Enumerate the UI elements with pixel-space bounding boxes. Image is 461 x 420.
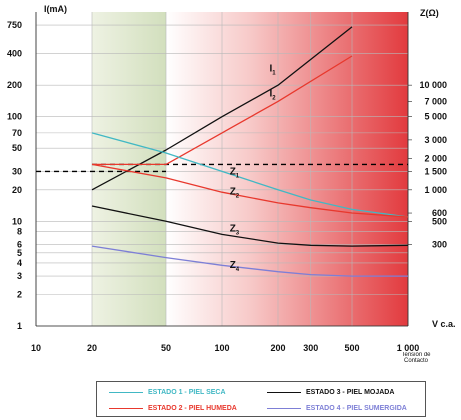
- series-line-i1: [91, 26, 353, 191]
- y-left-axis-label: I(mA): [44, 4, 67, 14]
- y-left-tick-label-6: 8: [17, 226, 22, 236]
- y-right-tick-label-3: 1 000: [424, 185, 447, 195]
- x-tick-label-5: 300: [303, 343, 318, 353]
- series-line-z4: [91, 245, 408, 277]
- x-tick-label-6: 500: [344, 343, 359, 353]
- zone-green: [91, 12, 167, 326]
- x-tick-label-2: 50: [161, 343, 171, 353]
- y-left-tick-label-12: 100: [7, 112, 22, 122]
- y-left-tick-label-5: 6: [17, 240, 22, 250]
- curve-label-z4: Z4: [230, 260, 240, 273]
- y-left-tick-label-14: 400: [7, 49, 22, 59]
- x-tick-label-4: 200: [270, 343, 285, 353]
- x-tick-label-7: 1 000: [397, 343, 420, 353]
- legend: ESTADO 1 - PIEL SECA ESTADO 3 - PIEL MOJ…: [96, 381, 426, 417]
- y-right-tick-label-9: 10 000: [419, 80, 447, 90]
- y-left-tick-label-9: 30: [12, 166, 22, 176]
- y-left-tick-label-11: 70: [12, 128, 22, 138]
- y-right-tick-label-2: 600: [432, 208, 447, 218]
- curve-label-sub-i1: 1: [272, 71, 276, 77]
- y-left-tick-label-1: 2: [17, 289, 22, 299]
- y-right-tick-label-7: 5 000: [424, 112, 447, 122]
- curve-label-sub-i2: 2: [272, 96, 276, 102]
- curve-label-z3: Z3: [230, 223, 240, 236]
- curve-label-sub-z1: 1: [236, 174, 240, 180]
- axes: 10 20 50 100 200 300 500 1 00012345681020305070…: [7, 12, 447, 353]
- curve-label-i1: I1: [269, 64, 276, 77]
- legend-label-estado-3: ESTADO 3 - PIEL MOJADA: [306, 388, 395, 396]
- y-left-tick-label-13: 200: [7, 80, 22, 90]
- y-left-tick-label-7: 10: [12, 216, 22, 226]
- x-axis-label: V c.a.: [432, 319, 456, 329]
- y-left-tick-label-8: 20: [12, 185, 22, 195]
- y-left-tick-label-15: 750: [7, 20, 22, 30]
- legend-swatch-estado-4: [267, 407, 301, 409]
- legend-item-estado-4: ESTADO 4 - PIEL SUMERGIDA: [267, 401, 407, 415]
- y-right-axis-label: Z(Ω): [420, 8, 439, 18]
- series-line-z3: [91, 205, 409, 247]
- y-left-tick-label-0: 1: [17, 321, 22, 331]
- y-right-tick-label-5: 2 000: [424, 153, 447, 163]
- series-line-z1: [91, 132, 409, 218]
- curve-label-sub-z3: 3: [236, 230, 240, 236]
- y-right-tick-label-8: 7 000: [424, 96, 447, 106]
- y-right-tick-label-0: 300: [432, 240, 447, 250]
- curve-label-sub-z2: 2: [236, 194, 240, 200]
- curve-label-z2: Z2: [230, 187, 240, 200]
- series: [36, 26, 409, 277]
- legend-item-estado-2: ESTADO 2 - PIEL HUMEDA: [109, 401, 237, 415]
- legend-item-estado-3: ESTADO 3 - PIEL MOJADA: [267, 385, 394, 399]
- curve-label-sub-z4: 4: [236, 267, 240, 273]
- legend-swatch-estado-2: [109, 407, 143, 409]
- series-line-i2: [92, 55, 353, 166]
- y-right-tick-label-6: 3 000: [424, 135, 447, 145]
- x-axis-sublabel: Tensión de Contacto: [401, 352, 431, 364]
- curve-label-i2: I2: [269, 89, 276, 102]
- background-zones: [91, 12, 408, 326]
- curve-labels: I1 I2 Z1 Z2 Z3 Z4: [230, 64, 277, 273]
- y-left-tick-label-2: 3: [17, 271, 22, 281]
- x-tick-label-1: 20: [87, 343, 97, 353]
- y-left-tick-label-4: 5: [17, 248, 22, 258]
- y-right-tick-label-4: 1 500: [424, 166, 447, 176]
- legend-label-estado-4: ESTADO 4 - PIEL SUMERGIDA: [306, 404, 407, 412]
- y-right-tick-label-1: 500: [432, 216, 447, 226]
- legend-item-estado-1: ESTADO 1 - PIEL SECA: [109, 385, 226, 399]
- legend-swatch-estado-1: [109, 391, 143, 393]
- legend-label-estado-2: ESTADO 2 - PIEL HUMEDA: [148, 404, 237, 412]
- x-tick-label-0: 10: [31, 343, 41, 353]
- y-left-tick-label-10: 50: [12, 143, 22, 153]
- zone-red: [166, 12, 408, 326]
- series-line-z2: [91, 163, 409, 218]
- curve-label-z1: Z1: [230, 167, 240, 180]
- legend-label-estado-1: ESTADO 1 - PIEL SECA: [148, 388, 226, 396]
- x-tick-label-3: 100: [214, 343, 229, 353]
- y-left-tick-label-3: 4: [17, 258, 22, 268]
- legend-swatch-estado-3: [267, 391, 301, 393]
- grid: [35, 12, 409, 327]
